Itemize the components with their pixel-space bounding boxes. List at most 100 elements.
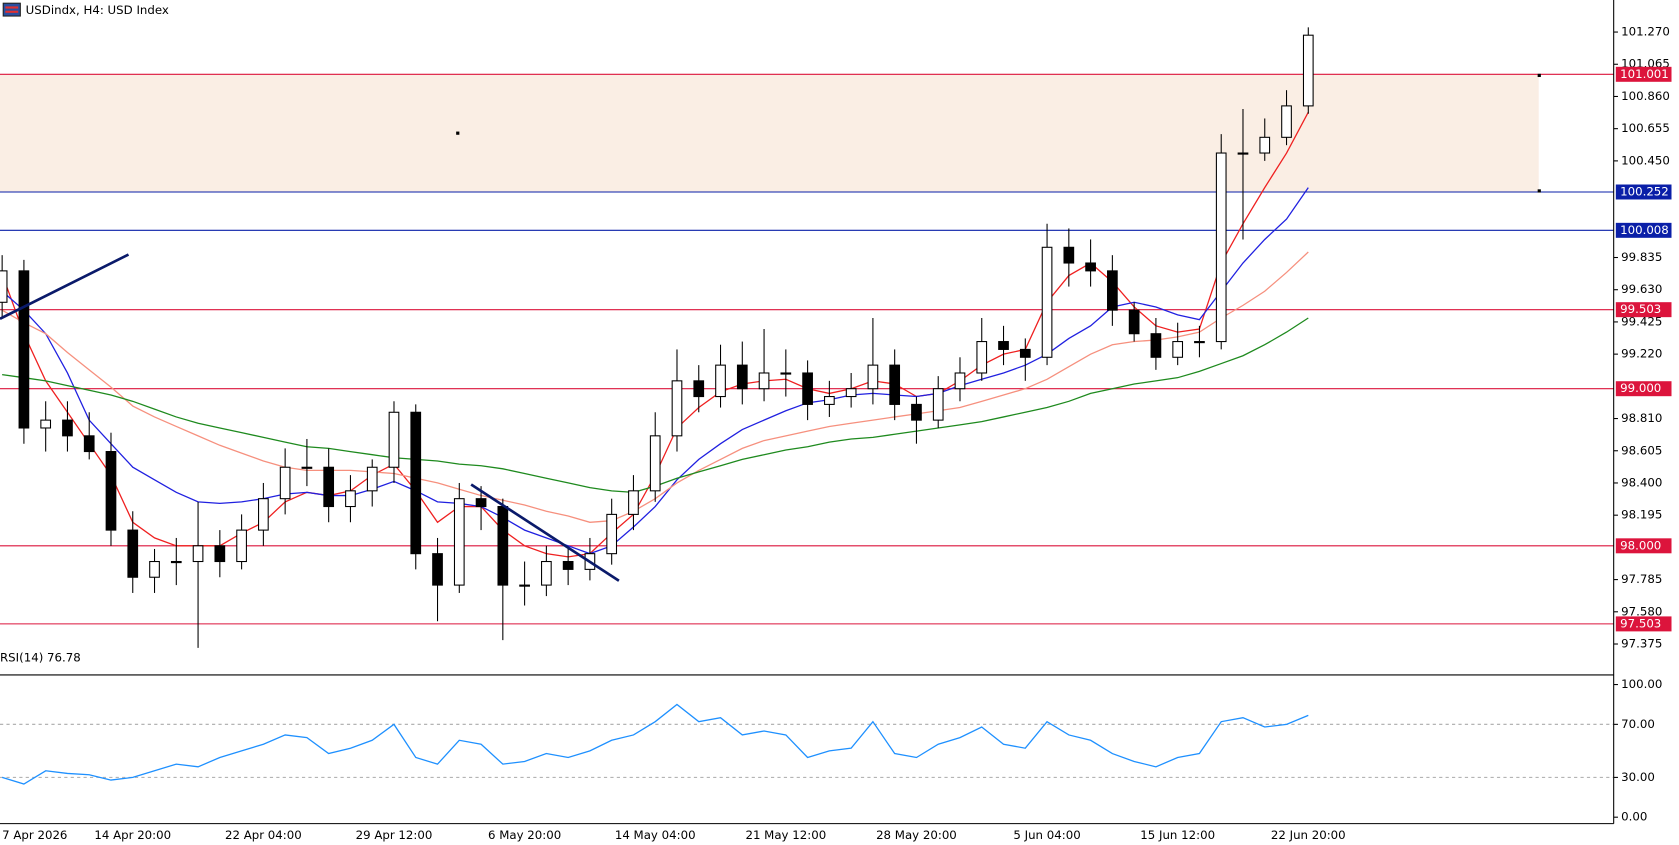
y-tick-label: 97.785 (1621, 572, 1662, 586)
price-level-tag (1615, 222, 1672, 238)
candle-body (62, 419, 73, 437)
candle-body (954, 372, 966, 390)
y-tick-label: 100.655 (1621, 121, 1670, 135)
candle-body (105, 451, 117, 531)
anchor-point[interactable] (1537, 189, 1541, 193)
candle-body (911, 403, 922, 421)
candle-body (366, 466, 378, 492)
price-level-label: 101.001 (1620, 67, 1669, 81)
candle-body (519, 584, 530, 587)
anchor-point[interactable] (1537, 73, 1541, 78)
candle-body (1281, 105, 1292, 138)
y-tick-label: 100.450 (1621, 153, 1670, 167)
y-tick-label: 97.580 (1621, 604, 1662, 618)
x-tick-label: 29 Apr 12:00 (356, 828, 433, 842)
candle-body (1085, 262, 1096, 272)
price-level-tag (1615, 538, 1672, 554)
candle-body (301, 466, 313, 469)
chart-title: USDindx, H4: USD Index (26, 3, 169, 17)
candle-body (1041, 246, 1053, 358)
candle-body (628, 490, 639, 515)
candle-body (236, 529, 247, 563)
y-tick-label: 70.00 (1621, 717, 1655, 731)
price-level-label: 100.252 (1620, 184, 1669, 198)
y-tick-label: 99.425 (1621, 314, 1662, 328)
candle-body (541, 560, 552, 586)
anchor-point[interactable] (456, 131, 460, 135)
candle-body (562, 560, 574, 570)
candle-body (1302, 34, 1314, 107)
candle-body (432, 553, 443, 586)
candle-body (453, 498, 465, 586)
candle-body (83, 435, 95, 453)
candle-body (192, 545, 204, 563)
symbol-icon-stripe (5, 6, 19, 9)
candle-body (758, 372, 770, 390)
price-level-label: 98.000 (1620, 538, 1661, 552)
candle-body (693, 380, 705, 398)
y-tick-label: 30.00 (1621, 770, 1655, 784)
y-tick-label: 98.400 (1621, 475, 1662, 489)
candle-body (1150, 333, 1162, 358)
candle-body (1194, 341, 1205, 344)
candle-body (410, 411, 422, 555)
candle-body (998, 341, 1009, 350)
x-tick-label: 22 Jun 20:00 (1271, 828, 1346, 842)
y-tick-label: 101.270 (1621, 25, 1670, 39)
x-tick-label: 15 Jun 12:00 (1140, 828, 1215, 842)
x-tick-label: 21 May 12:00 (745, 828, 826, 842)
y-tick-label: 98.605 (1621, 443, 1662, 457)
y-tick-label: 100.00 (1621, 677, 1662, 691)
candle-body (40, 419, 52, 429)
price-level-tag (1615, 381, 1672, 397)
y-tick-label: 0.00 (1621, 810, 1647, 824)
candle-body (388, 411, 400, 468)
y-tick-label: 99.630 (1621, 282, 1662, 296)
moving-average (1, 187, 1309, 555)
y-tick-label: 99.220 (1621, 347, 1662, 361)
price-level-tag (1615, 616, 1672, 632)
candle-body (824, 396, 835, 405)
candle-body (1215, 152, 1227, 343)
candle-body (323, 466, 335, 508)
price-level-tag (1615, 302, 1672, 318)
candle-body (976, 341, 988, 374)
candle-body (475, 498, 487, 508)
rsi-title: RSI(14) 76.78 (0, 650, 81, 664)
candle-body (1107, 270, 1118, 311)
candle-body (1019, 348, 1031, 358)
y-tick-label: 98.810 (1621, 411, 1662, 425)
x-tick-label: 5 Jun 04:00 (1013, 828, 1080, 842)
x-tick-label: 28 May 20:00 (876, 828, 957, 842)
candle-body (736, 364, 748, 390)
candle-body (780, 372, 792, 375)
candle-body (214, 545, 226, 563)
candle-body (715, 364, 726, 398)
candle-body (1259, 136, 1271, 154)
trend-line[interactable] (470, 483, 620, 582)
x-tick-label: 14 Apr 20:00 (94, 828, 171, 842)
candle-body (932, 388, 944, 421)
candle-body (1063, 246, 1075, 264)
x-tick-label: 14 May 04:00 (615, 828, 696, 842)
y-tick-label: 98.195 (1621, 508, 1662, 522)
candle-body (258, 498, 269, 531)
candle-body (127, 529, 139, 578)
candle-body (0, 270, 8, 303)
candle-body (802, 372, 813, 405)
y-tick-label: 100.860 (1621, 89, 1670, 103)
candle-body (18, 270, 30, 429)
candle-body (1128, 309, 1140, 335)
candle-body (649, 435, 661, 492)
trend-line[interactable] (0, 253, 130, 320)
price-level-tag (1615, 66, 1672, 82)
x-tick-label: 22 Apr 04:00 (225, 828, 302, 842)
x-tick-label: 6 May 20:00 (488, 828, 561, 842)
candle-body (867, 364, 879, 390)
candle-body (889, 364, 901, 405)
candle-body (671, 380, 683, 437)
candle-body (345, 490, 356, 508)
y-tick-label: 99.835 (1621, 250, 1662, 264)
